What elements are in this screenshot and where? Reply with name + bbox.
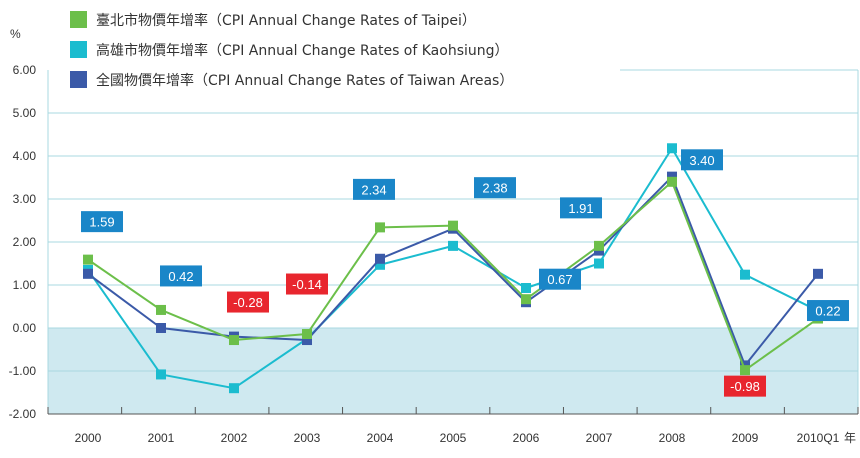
x-tick-label: 2003 [294,431,321,445]
data-point [302,329,312,340]
x-tick-label: 2002 [221,431,248,445]
data-label: 1.59 [89,215,114,230]
x-tick-label: 2010Q1 [797,431,840,445]
x-tick-label: 2006 [513,431,540,445]
data-label-box [539,268,581,290]
y-tick-label: 0.00 [13,321,37,335]
data-point [229,335,239,346]
data-label-box [227,291,269,313]
data-point [667,171,677,182]
x-tick-label: 2004 [367,431,394,445]
x-tick-label: 2005 [440,431,467,445]
x-unit-label: 年 [844,431,856,445]
data-label-box [353,178,395,200]
y-tick-label: 3.00 [13,192,37,206]
data-label: -0.14 [292,277,322,292]
data-point [156,369,166,380]
data-point [156,304,166,315]
data-label: 0.22 [815,304,840,319]
data-point [740,365,750,376]
y-axis: 6.00 5.00 4.00 3.00 2.00 1.00 0.00 -1.00 -2.00 [9,63,37,421]
data-point [740,269,750,280]
legend-swatch [70,41,87,58]
legend-swatch [70,11,87,28]
data-label-box [81,211,123,233]
data-label: 2.38 [482,181,507,196]
data-point [375,259,385,270]
data-point [229,383,239,394]
data-label-box [724,375,766,397]
data-point [667,176,677,187]
y-tick-label: 1.00 [13,278,37,292]
data-point [302,335,312,346]
data-label: 2.34 [361,182,386,197]
data-label-box [560,197,602,219]
legend-label: 高雄市物價年增率（CPI Annual Change Rates of Kaoh… [96,42,509,59]
y-unit-label: % [10,27,21,41]
data-point [521,294,531,305]
data-point [375,222,385,233]
legend-swatch [70,71,87,88]
data-point [813,268,823,279]
data-label: -0.98 [730,379,760,394]
legend-label: 臺北市物價年增率（CPI Annual Change Rates of Taip… [96,12,476,29]
y-tick-label: -1.00 [9,364,37,378]
data-label-box [160,265,202,287]
data-label: 1.91 [568,201,593,216]
x-tick-label: 2009 [732,431,759,445]
x-tick-label: 2008 [659,431,686,445]
y-tick-label: -2.00 [9,407,37,421]
y-tick-label: 6.00 [13,63,37,77]
y-tick-label: 5.00 [13,106,37,120]
data-label: 0.42 [168,269,193,284]
data-label-box [807,300,849,322]
x-axis: 2000 2001 2002 2003 2004 2005 2006 2007 2008 2009… [75,431,856,445]
x-tick-label: 2000 [75,431,102,445]
data-point [83,268,93,279]
data-label: -0.28 [233,295,263,310]
data-label-box [286,273,328,295]
y-tick-label: 4.00 [13,149,37,163]
callouts: 1.59 0.42 -0.28 -0.14 2.34 2.38 0.67 1.91 3.40 -0… [81,149,849,397]
data-point [83,254,93,265]
data-point [448,240,458,251]
data-label-box [474,177,516,199]
data-point [375,253,385,264]
data-point [667,143,677,154]
data-point [521,283,531,294]
data-point [594,258,604,269]
x-tick-label: 2007 [586,431,613,445]
x-tick-label: 2001 [148,431,175,445]
legend-label: 全國物價年增率（CPI Annual Change Rates of Taiwa… [96,72,513,89]
data-label: 3.40 [689,153,714,168]
data-point [448,220,458,231]
legend: 臺北市物價年增率（CPI Annual Change Rates of Taip… [70,11,513,89]
data-point [594,240,604,251]
data-label: 0.67 [547,272,572,287]
data-label-box [681,149,723,171]
y-tick-label: 2.00 [13,235,37,249]
data-point [156,323,166,333]
grid-lines [47,69,859,415]
